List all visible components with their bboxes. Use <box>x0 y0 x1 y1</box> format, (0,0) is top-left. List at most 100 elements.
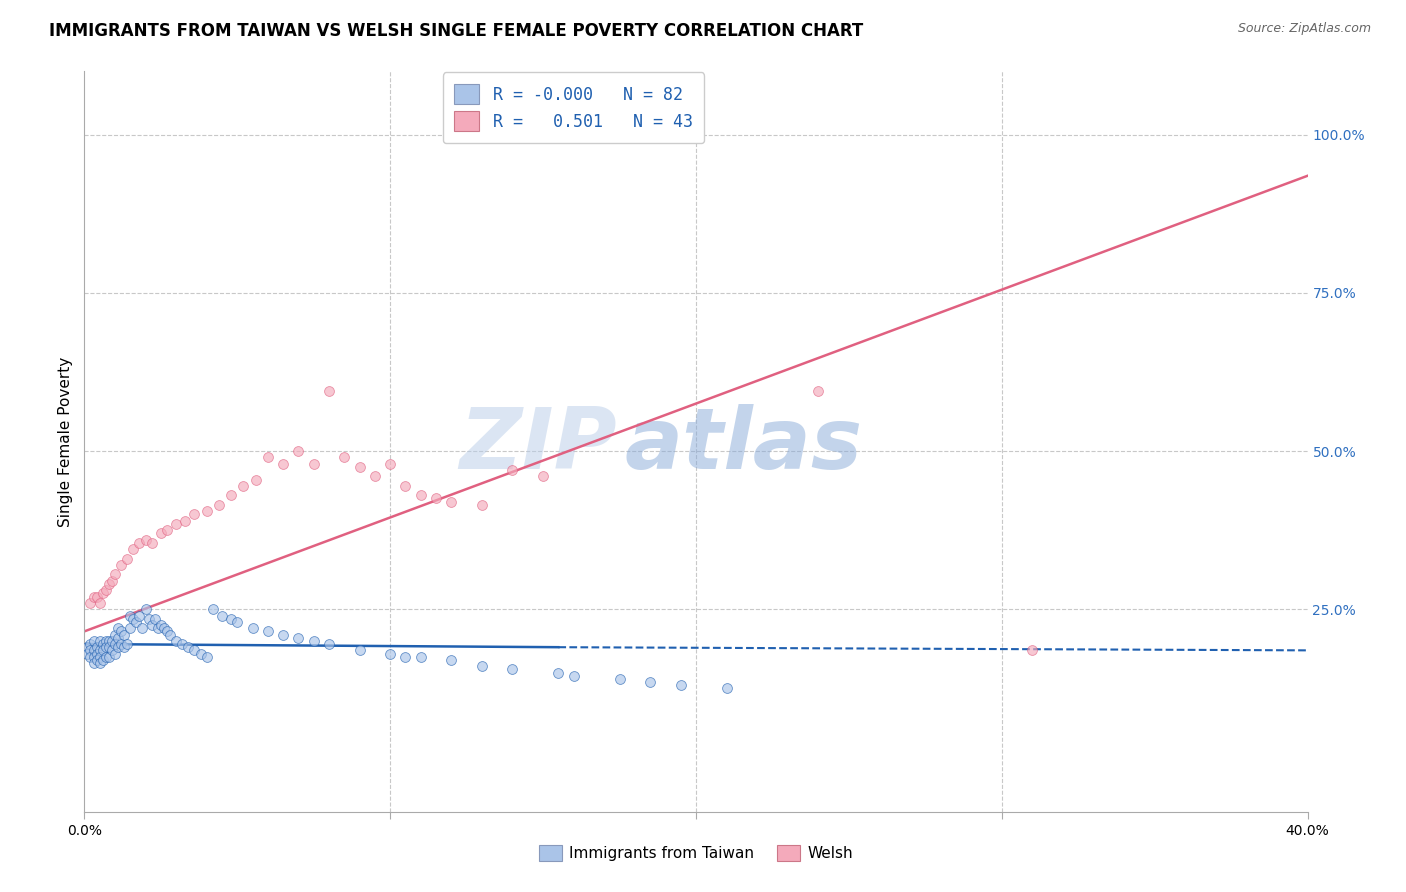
Point <box>141 618 163 632</box>
Point <box>257 624 280 639</box>
Point <box>232 479 254 493</box>
Point <box>409 488 432 502</box>
Point <box>83 649 105 664</box>
Point <box>79 643 101 657</box>
Point <box>156 624 179 639</box>
Point <box>153 621 176 635</box>
Point <box>89 643 111 657</box>
Point <box>287 631 309 645</box>
Point <box>91 586 114 600</box>
Point <box>141 536 163 550</box>
Point <box>380 457 402 471</box>
Point <box>156 523 179 537</box>
Point <box>83 633 105 648</box>
Point <box>101 574 124 588</box>
Point <box>97 577 120 591</box>
Point <box>609 672 631 686</box>
Point <box>76 647 98 661</box>
Point <box>287 444 309 458</box>
Point <box>149 526 172 541</box>
Point <box>94 583 117 598</box>
Point <box>122 542 145 557</box>
Point <box>302 457 325 471</box>
Point <box>86 653 108 667</box>
Point <box>195 504 218 518</box>
Point <box>89 633 111 648</box>
Point <box>89 649 111 664</box>
Point <box>638 675 661 690</box>
Point <box>89 656 111 670</box>
Point <box>104 567 127 582</box>
Point <box>318 384 340 398</box>
Point <box>79 637 101 651</box>
Point <box>201 602 224 616</box>
Point <box>440 653 463 667</box>
Legend: Immigrants from Taiwan, Welsh: Immigrants from Taiwan, Welsh <box>533 838 859 867</box>
Point <box>86 647 108 661</box>
Y-axis label: Single Female Poverty: Single Female Poverty <box>58 357 73 526</box>
Text: IMMIGRANTS FROM TAIWAN VS WELSH SINGLE FEMALE POVERTY CORRELATION CHART: IMMIGRANTS FROM TAIWAN VS WELSH SINGLE F… <box>49 22 863 40</box>
Point <box>1021 643 1043 657</box>
Point <box>89 596 111 610</box>
Point <box>364 469 387 483</box>
Point <box>219 612 242 626</box>
Point <box>159 627 181 641</box>
Point <box>242 621 264 635</box>
Point <box>208 498 231 512</box>
Point <box>83 643 105 657</box>
Point <box>146 621 169 635</box>
Point <box>333 450 356 465</box>
Point <box>128 536 150 550</box>
Point <box>131 621 153 635</box>
Point <box>110 624 132 639</box>
Point <box>94 640 117 655</box>
Point <box>97 640 120 655</box>
Point <box>135 533 157 547</box>
Point <box>271 457 294 471</box>
Point <box>716 681 738 696</box>
Point <box>394 479 416 493</box>
Point <box>440 494 463 508</box>
Point <box>471 659 494 673</box>
Point <box>104 627 127 641</box>
Point <box>79 649 101 664</box>
Point <box>380 647 402 661</box>
Point <box>471 498 494 512</box>
Point <box>138 612 160 626</box>
Point <box>76 640 98 655</box>
Point <box>94 633 117 648</box>
Point <box>104 637 127 651</box>
Point <box>112 640 135 655</box>
Point <box>245 473 267 487</box>
Point <box>83 590 105 604</box>
Point <box>183 508 205 522</box>
Point <box>195 649 218 664</box>
Point <box>115 637 138 651</box>
Point <box>107 640 129 655</box>
Point <box>83 656 105 670</box>
Point <box>120 621 142 635</box>
Text: ZIP: ZIP <box>458 404 616 487</box>
Point <box>79 596 101 610</box>
Point <box>101 633 124 648</box>
Point <box>110 558 132 572</box>
Point <box>112 627 135 641</box>
Point <box>394 649 416 664</box>
Point <box>86 590 108 604</box>
Point <box>97 633 120 648</box>
Point <box>128 608 150 623</box>
Point <box>302 633 325 648</box>
Point <box>97 649 120 664</box>
Point <box>94 649 117 664</box>
Point <box>115 551 138 566</box>
Point <box>226 615 249 629</box>
Point <box>143 612 166 626</box>
Point <box>547 665 569 680</box>
Point <box>183 643 205 657</box>
Point <box>91 643 114 657</box>
Point <box>107 621 129 635</box>
Point <box>502 662 524 676</box>
Point <box>349 459 371 474</box>
Text: atlas: atlas <box>626 404 863 487</box>
Point <box>104 647 127 661</box>
